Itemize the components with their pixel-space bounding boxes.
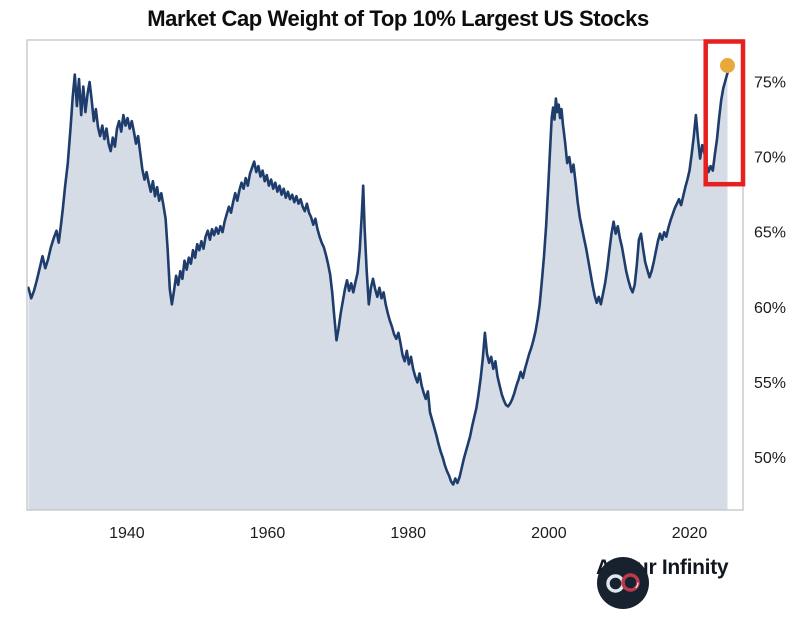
plot-frame-border <box>26 39 744 511</box>
plot-area: 75% 70% 65% 60% 55% 50% 1940 1960 1980 2000 2020 <box>26 39 786 542</box>
y-axis-ticks: 75% 70% 65% 60% 55% 50% <box>754 75 786 467</box>
highlight-dot <box>720 58 735 73</box>
logo-loop-highlight <box>622 574 639 591</box>
x-axis-ticks: 1940 1960 1980 2000 2020 <box>109 525 707 542</box>
y-tick-label: 50% <box>754 450 786 467</box>
y-tick-label: 60% <box>754 300 786 317</box>
series-line <box>27 71 729 486</box>
highlight-box <box>703 39 746 187</box>
y-tick-label: 65% <box>754 225 786 242</box>
area-fill <box>28 73 728 510</box>
x-tick-label: 1960 <box>250 525 286 542</box>
y-tick-label: 75% <box>754 75 786 92</box>
brand-footer: Augur Infinity <box>596 556 729 609</box>
x-tick-label: 1980 <box>390 525 426 542</box>
infinity-icon <box>597 557 649 609</box>
x-tick-label: 1940 <box>109 525 145 542</box>
x-tick-label: 2020 <box>672 525 708 542</box>
y-tick-label: 70% <box>754 150 786 167</box>
x-tick-label: 2000 <box>531 525 567 542</box>
chart-title: Market Cap Weight of Top 10% Largest US … <box>147 6 649 31</box>
y-tick-label: 55% <box>754 375 786 392</box>
